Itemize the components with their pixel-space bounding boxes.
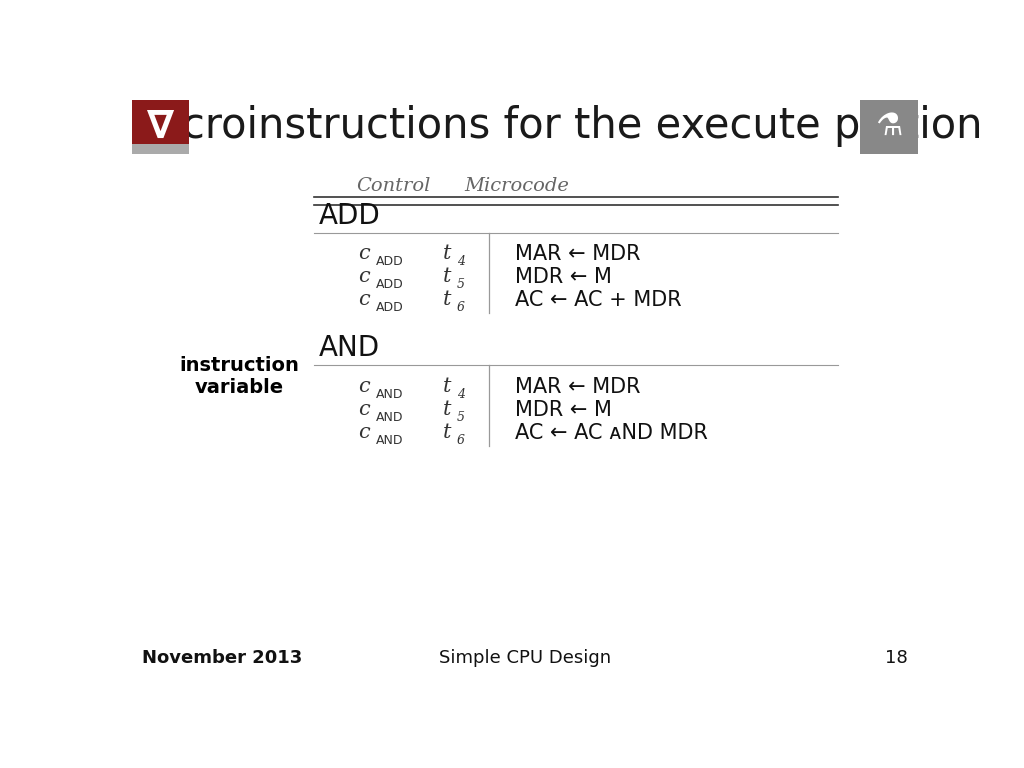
Text: AND: AND — [377, 434, 403, 447]
Text: 6: 6 — [457, 434, 465, 447]
Text: AND: AND — [377, 411, 403, 424]
Text: c: c — [358, 400, 370, 419]
Text: c: c — [358, 290, 370, 310]
Text: 18: 18 — [885, 649, 907, 667]
Text: MAR ← MDR: MAR ← MDR — [515, 376, 641, 396]
FancyBboxPatch shape — [132, 144, 189, 154]
Text: MDR ← M: MDR ← M — [515, 266, 612, 286]
Text: 5: 5 — [457, 278, 465, 291]
Text: 5: 5 — [457, 411, 465, 424]
FancyBboxPatch shape — [132, 100, 189, 154]
Text: ⚗: ⚗ — [876, 112, 903, 141]
Text: ADD: ADD — [377, 278, 404, 291]
Text: t: t — [442, 267, 451, 286]
Text: c: c — [358, 423, 370, 442]
Text: ADD: ADD — [318, 202, 380, 230]
Text: 4: 4 — [457, 388, 465, 401]
Text: ∇: ∇ — [147, 108, 174, 145]
Text: t: t — [442, 423, 451, 442]
Text: c: c — [358, 267, 370, 286]
Text: instruction
variable: instruction variable — [179, 356, 299, 396]
Text: microinstructions for the execute portion: microinstructions for the execute portio… — [130, 105, 983, 147]
Text: AC ← AC ᴀND MDR: AC ← AC ᴀND MDR — [515, 422, 709, 443]
Text: c: c — [358, 244, 370, 263]
Text: c: c — [358, 377, 370, 396]
FancyBboxPatch shape — [860, 100, 918, 154]
Text: November 2013: November 2013 — [142, 649, 302, 667]
Text: 6: 6 — [457, 301, 465, 314]
Text: AND: AND — [318, 334, 380, 362]
Text: AND: AND — [377, 388, 403, 401]
Text: t: t — [442, 377, 451, 396]
Text: Control: Control — [356, 177, 431, 194]
Text: Microcode: Microcode — [465, 177, 569, 194]
Text: 4: 4 — [457, 255, 465, 268]
Text: ADD: ADD — [377, 301, 404, 314]
Text: MAR ← MDR: MAR ← MDR — [515, 243, 641, 263]
Text: t: t — [442, 290, 451, 310]
Text: ADD: ADD — [377, 255, 404, 268]
Text: AC ← AC + MDR: AC ← AC + MDR — [515, 290, 682, 310]
Text: t: t — [442, 400, 451, 419]
Text: Simple CPU Design: Simple CPU Design — [438, 649, 611, 667]
Text: t: t — [442, 244, 451, 263]
Text: MDR ← M: MDR ← M — [515, 399, 612, 420]
